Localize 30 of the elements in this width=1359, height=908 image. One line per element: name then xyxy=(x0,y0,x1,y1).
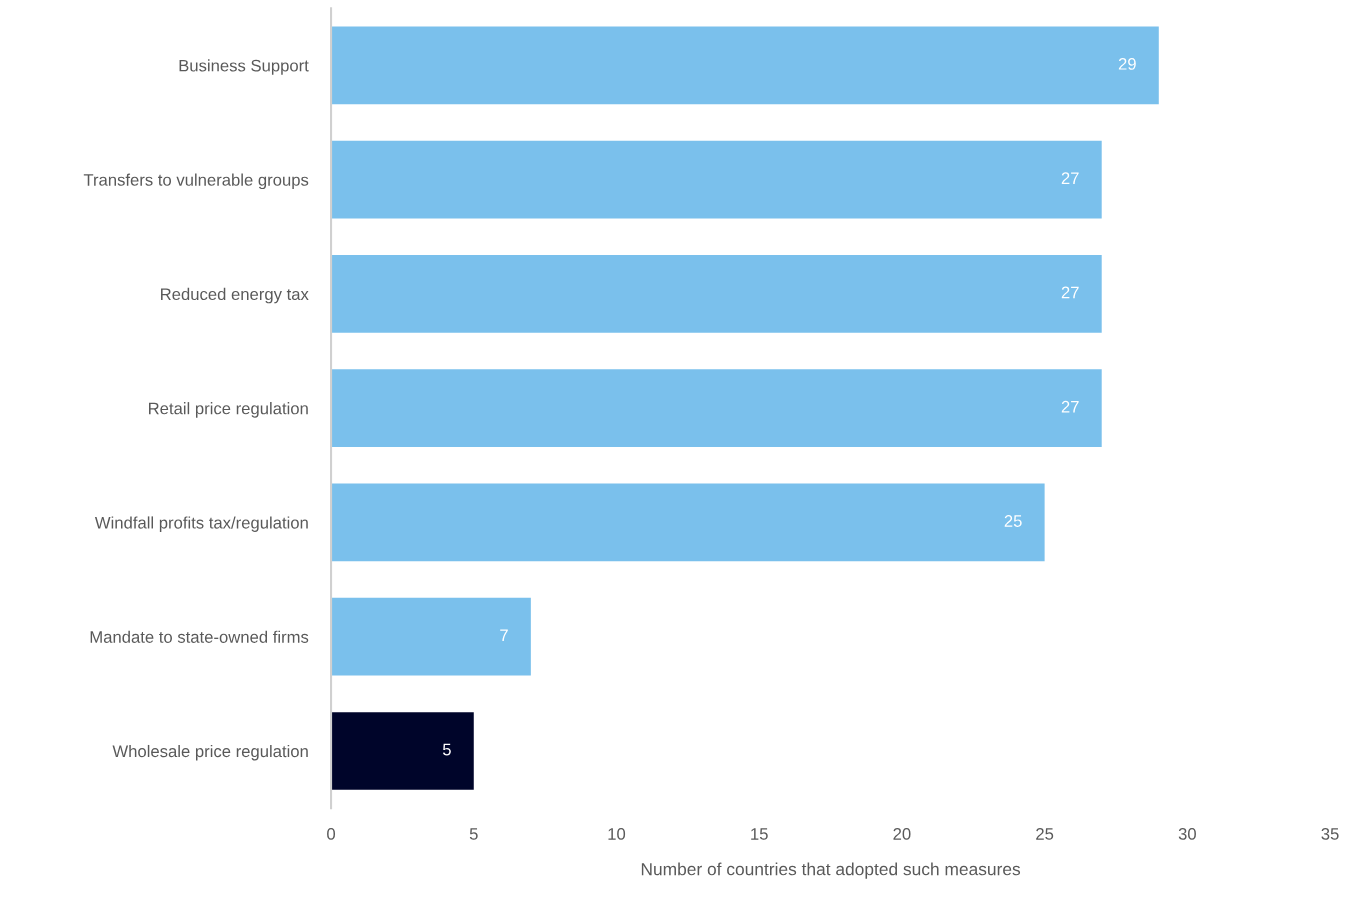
bar xyxy=(331,255,1102,333)
data-label: 5 xyxy=(442,743,451,756)
x-tick-label: 10 xyxy=(608,828,626,840)
x-tick-label: 15 xyxy=(751,828,768,840)
bar xyxy=(331,140,1102,219)
bar xyxy=(331,26,1159,105)
x-tick-label: 20 xyxy=(893,828,911,840)
y-tick-label: Business Support xyxy=(179,59,309,75)
y-tick-label: Reduced energy tax xyxy=(161,287,309,304)
bar xyxy=(331,369,1102,447)
x-tick-label: 5 xyxy=(469,828,478,840)
data-label: 29 xyxy=(1118,57,1136,70)
data-label: 25 xyxy=(1004,515,1022,527)
data-label: 7 xyxy=(500,629,508,642)
y-tick-label: Wholesale price regulation xyxy=(112,744,308,761)
x-tick-label: 30 xyxy=(1178,828,1196,840)
bar xyxy=(331,483,1045,562)
y-tick-label: Mandate to state-owned firms xyxy=(90,630,309,643)
x-tick-label: 35 xyxy=(1321,828,1339,840)
x-tick-label: 0 xyxy=(327,828,336,840)
data-label: 27 xyxy=(1061,400,1079,413)
y-tick-label: Retail price regulation xyxy=(149,402,308,418)
x-tick-label: 25 xyxy=(1036,828,1054,840)
bar xyxy=(331,597,531,676)
y-tick-label: Windfall profits tax/regulation xyxy=(94,516,308,532)
bar xyxy=(331,712,474,790)
data-label: 27 xyxy=(1061,286,1079,299)
x-axis-title: Number of countries that adopted such measures xyxy=(641,862,1021,879)
data-label: 27 xyxy=(1061,172,1079,184)
y-tick-label: Transfers to vulnerable groups xyxy=(83,173,309,190)
